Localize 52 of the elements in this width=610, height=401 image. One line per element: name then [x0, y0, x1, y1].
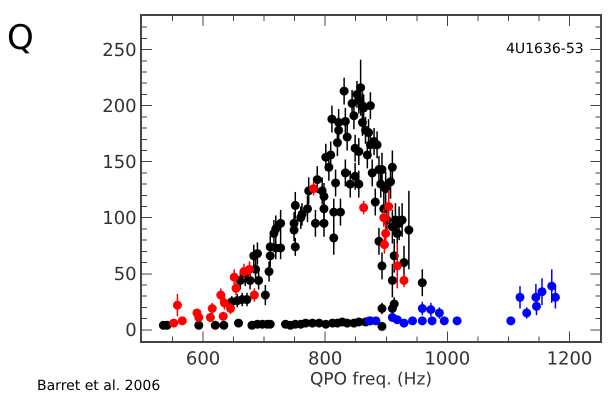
x-tick-label: 800 — [308, 348, 342, 370]
point — [172, 300, 182, 310]
point — [522, 308, 532, 318]
point — [380, 240, 389, 250]
point — [428, 316, 437, 326]
text: Barret et al. 2006 — [37, 378, 160, 394]
point — [379, 213, 388, 222]
point — [452, 316, 462, 326]
point — [371, 316, 380, 326]
point — [547, 282, 556, 291]
point — [506, 316, 516, 326]
point — [550, 292, 560, 302]
point — [531, 292, 540, 302]
point — [426, 305, 436, 314]
y-tick-label: 200 — [102, 96, 137, 117]
y-tick-label: 150 — [102, 152, 137, 173]
point — [434, 308, 444, 318]
point — [381, 228, 390, 238]
point — [399, 276, 408, 285]
x-tick-label: 1200 — [546, 348, 592, 370]
point — [537, 287, 546, 296]
x-axis-title: QPO freq. (Hz) — [310, 369, 432, 390]
point — [250, 290, 259, 300]
point — [418, 316, 427, 326]
annotation: 4U1636-53 — [506, 41, 584, 57]
x-tick-label: 1000 — [424, 348, 470, 370]
point — [169, 318, 178, 328]
point — [440, 316, 449, 326]
point — [309, 184, 318, 194]
point — [532, 302, 541, 311]
point — [392, 261, 402, 270]
y-tick-label: 100 — [102, 208, 137, 230]
point — [418, 304, 427, 313]
point — [244, 264, 254, 274]
point — [226, 304, 236, 313]
point — [216, 290, 226, 300]
point — [194, 312, 204, 322]
y-tick-label: 250 — [102, 40, 137, 61]
y-tick-label: 0 — [125, 320, 137, 342]
text: Q — [7, 18, 34, 58]
point — [516, 292, 524, 302]
point — [220, 298, 229, 308]
point — [178, 316, 187, 326]
point — [230, 272, 239, 282]
point — [392, 315, 402, 324]
point — [232, 284, 241, 293]
point — [399, 318, 408, 328]
point — [384, 202, 394, 212]
x-tick-label: 600 — [186, 348, 220, 370]
y-tick-label: 50 — [114, 264, 137, 286]
point — [408, 316, 418, 326]
point — [359, 203, 368, 212]
